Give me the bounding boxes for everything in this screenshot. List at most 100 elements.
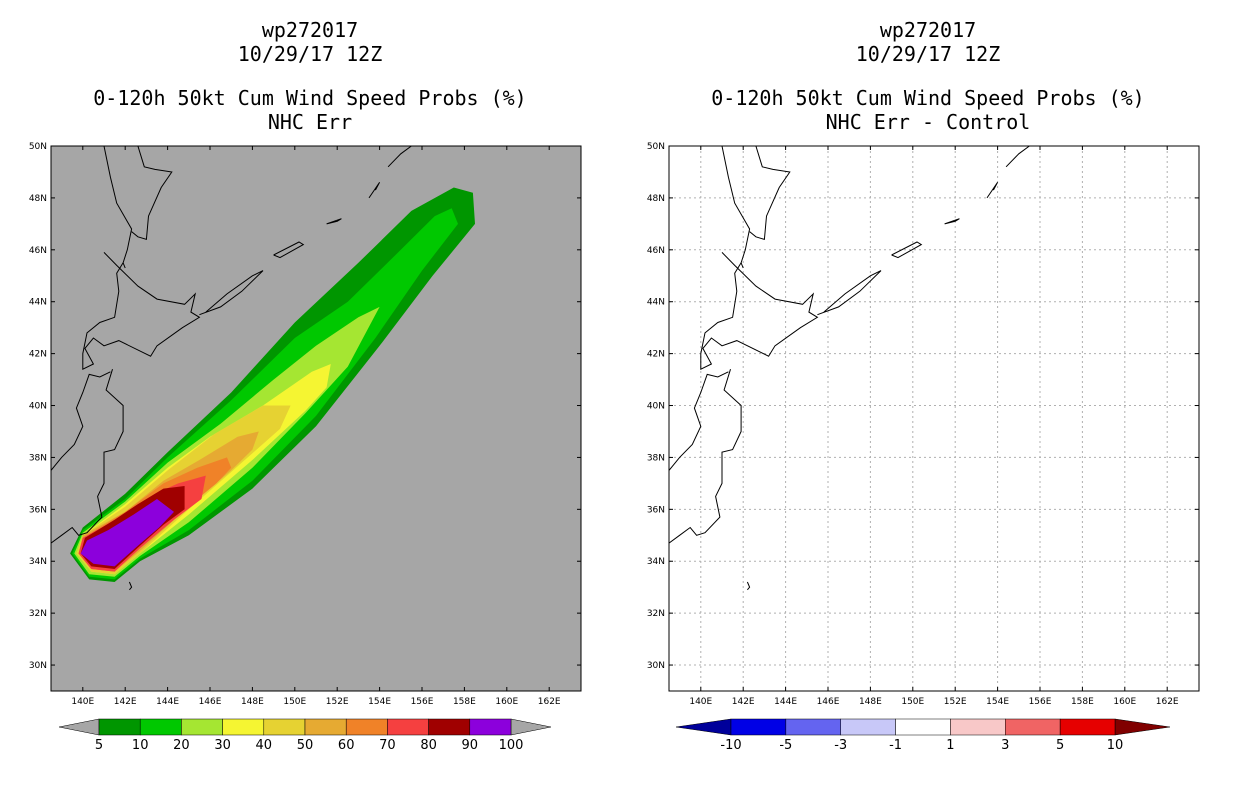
- lon-tick-label: 158E: [453, 697, 476, 707]
- colorbar-segment: [181, 718, 223, 736]
- lon-tick-label: 156E: [1029, 697, 1052, 707]
- coastline: [817, 270, 882, 316]
- right-subtitle: NHC Err - Control: [825, 110, 1031, 134]
- lon-tick-label: 148E: [241, 697, 264, 707]
- lon-tick-label: 140E: [689, 697, 712, 707]
- colorbar-segment: [387, 718, 429, 736]
- lat-tick-label: 46N: [647, 246, 665, 256]
- left-map-panel: 140E 142E 144E 146E 148E 150E 152E 154E 156E 158E…: [29, 142, 582, 707]
- coastline: [82, 252, 201, 371]
- colorbar-label: 30: [214, 738, 231, 753]
- colorbar-low-triangle: [58, 718, 100, 736]
- colorbar-label: 1: [946, 738, 954, 753]
- colorbar-label: 90: [462, 738, 479, 753]
- lon-tick-label: 142E: [114, 697, 137, 707]
- lat-tick-label: 42N: [29, 350, 47, 360]
- colorbar-label: 40: [256, 738, 273, 753]
- colorbar-label: -1: [889, 738, 902, 753]
- colorbar-segment: [950, 718, 1006, 736]
- coastline: [669, 369, 742, 544]
- lat-tick-label: 48N: [29, 194, 47, 204]
- colorbar-label: 70: [379, 738, 396, 753]
- coastline: [1005, 146, 1030, 168]
- map-frame: [50, 145, 582, 692]
- colorbar-segment: [1059, 718, 1116, 736]
- lat-tick-label: 44N: [29, 298, 47, 308]
- colorbar-label: -10: [720, 738, 741, 753]
- colorbar-low-triangle: [675, 718, 732, 736]
- lon-tick-label: 146E: [817, 697, 840, 707]
- colorbar-segment: [263, 718, 306, 736]
- lon-tick-label: 156E: [411, 697, 434, 707]
- lat-tick-label: 34N: [29, 557, 47, 567]
- lon-tick-label: 154E: [986, 697, 1009, 707]
- coastline: [944, 218, 960, 225]
- lat-tick-label: 30N: [647, 661, 665, 671]
- left-subtitle: NHC Err: [267, 110, 353, 134]
- map-frame: [668, 145, 1200, 692]
- colorbar-segment: [785, 718, 841, 736]
- coastline: [326, 218, 342, 225]
- lon-tick-label: 152E: [326, 697, 349, 707]
- lon-tick-label: 144E: [774, 697, 797, 707]
- lat-tick-label: 40N: [29, 402, 47, 412]
- colorbar-segment: [304, 718, 347, 736]
- lat-tick-label: 40N: [647, 402, 665, 412]
- colorbar-segment: [730, 718, 787, 736]
- coastline: [746, 581, 751, 591]
- right-colorbar: -10 -5 -3 -1 1 3 5 10: [675, 718, 1171, 753]
- colorbar-label: 50: [297, 738, 314, 753]
- coastline: [51, 371, 111, 471]
- colorbar-segment: [222, 718, 265, 736]
- lon-tick-label: 148E: [859, 697, 882, 707]
- lon-tick-label: 162E: [538, 697, 561, 707]
- right-product-title: 0-120h 50kt Cum Wind Speed Probs (%): [711, 86, 1145, 110]
- map-content: [669, 146, 1199, 691]
- coastline: [128, 581, 133, 591]
- coastline: [700, 252, 819, 371]
- lon-tick-label: 146E: [199, 697, 222, 707]
- lon-tick-label: 162E: [1156, 697, 1179, 707]
- coastline: [749, 146, 791, 241]
- left-storm-id: wp272017: [261, 18, 359, 42]
- left-title-block: wp272017 10/29/17 12Z 0-120h 50kt Cum Wi…: [50, 18, 570, 134]
- lon-tick-label: 152E: [944, 697, 967, 707]
- lat-tick-label: 32N: [647, 609, 665, 619]
- lat-tick-label: 38N: [29, 453, 47, 463]
- coastline: [986, 182, 999, 199]
- colorbar-segment: [895, 718, 951, 736]
- right-title-block: wp272017 10/29/17 12Z 0-120h 50kt Cum Wi…: [668, 18, 1188, 134]
- colorbar-segment: [139, 718, 182, 736]
- colorbar-label: -5: [779, 738, 792, 753]
- lon-tick-label: 160E: [495, 697, 518, 707]
- lat-tick-label: 44N: [647, 298, 665, 308]
- colorbar-high-triangle: [1114, 718, 1171, 736]
- lat-tick-label: 42N: [647, 350, 665, 360]
- lat-tick-label: 48N: [647, 194, 665, 204]
- lon-tick-label: 158E: [1071, 697, 1094, 707]
- lat-tick-label: 50N: [29, 142, 47, 152]
- colorbar-segment: [469, 718, 512, 736]
- colorbar-label: 3: [1001, 738, 1009, 753]
- lat-tick-label: 34N: [647, 557, 665, 567]
- right-storm-id: wp272017: [879, 18, 977, 42]
- lon-tick-label: 150E: [901, 697, 924, 707]
- lat-tick-label: 46N: [29, 246, 47, 256]
- lat-tick-label: 38N: [647, 453, 665, 463]
- coastline: [199, 270, 264, 316]
- lon-tick-label: 142E: [732, 697, 755, 707]
- colorbar-label: -3: [834, 738, 847, 753]
- coastline: [368, 182, 381, 199]
- left-colorbar: 5 10 20 30 40 50 60 70 80 90 100: [58, 718, 552, 753]
- probability-contour-100: [80, 499, 174, 567]
- colorbar-label: 100: [499, 738, 524, 753]
- lon-tick-label: 140E: [71, 697, 94, 707]
- coastline: [669, 371, 729, 471]
- lat-tick-label: 32N: [29, 609, 47, 619]
- left-datetime: 10/29/17 12Z: [237, 42, 383, 66]
- colorbar-high-triangle: [510, 718, 552, 736]
- colorbar-label: 10: [1107, 738, 1124, 753]
- colorbar-label: 60: [338, 738, 355, 753]
- colorbar-segment: [1005, 718, 1061, 736]
